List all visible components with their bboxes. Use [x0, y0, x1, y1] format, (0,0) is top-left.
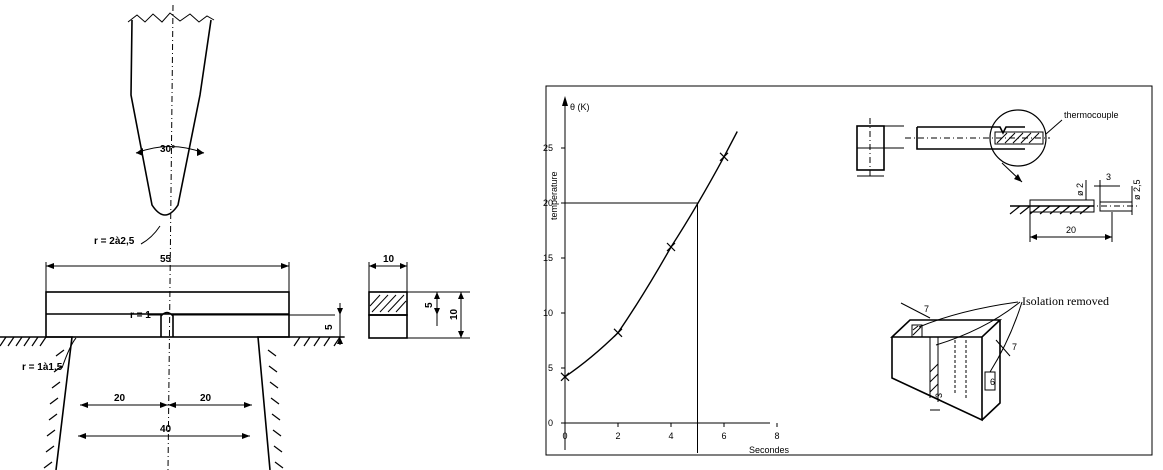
- svg-text:10: 10: [449, 308, 460, 320]
- svg-text:5: 5: [424, 302, 435, 308]
- svg-text:20: 20: [1066, 225, 1076, 235]
- svg-text:ø 2,5: ø 2,5: [1132, 179, 1142, 200]
- cross-section-bottom: [368, 314, 408, 339]
- cross-section-hatch: [369, 294, 407, 313]
- y-ticks: 0 5 10 15 20 25: [543, 143, 565, 428]
- svg-text:6: 6: [990, 377, 995, 387]
- enlarged-detail: ø 2 3 ø 2,5 20: [1009, 172, 1142, 242]
- svg-text:20: 20: [200, 393, 212, 404]
- y-tick-label: 0: [548, 418, 553, 428]
- ground-hatching: [0, 336, 341, 469]
- tip-radius-label: r = 2à2,5: [94, 236, 135, 247]
- x-tick-label: 6: [721, 431, 726, 441]
- impact-tester-drawing: 30° r = 2à2,5 r = 1 5 55: [0, 4, 470, 470]
- svg-text:5: 5: [324, 324, 335, 330]
- svg-text:3: 3: [934, 393, 944, 398]
- data-point: [560, 372, 570, 382]
- striker-body: [130, 19, 212, 216]
- x-axis-label: Secondes: [749, 445, 790, 455]
- y-tick-label: 10: [543, 308, 553, 318]
- isolation-label: Isolation removed: [1022, 294, 1109, 308]
- data-point: [719, 152, 729, 162]
- detail-circle: [989, 109, 1047, 167]
- x-tick-label: 0: [562, 431, 567, 441]
- iso-body: [889, 319, 1003, 422]
- y-tick-label: 20: [543, 198, 553, 208]
- thermocouple-hole: [994, 131, 1044, 145]
- svg-text:10: 10: [383, 254, 395, 265]
- reference-guides: [565, 202, 698, 453]
- svg-text:20: 20: [114, 393, 126, 404]
- striker-centerline: [167, 4, 174, 470]
- ground-left: [0, 336, 73, 470]
- temperature-chart: θ (K) temperature Secondes 0 5 10 15 20 25 0 2…: [543, 96, 790, 455]
- striker-break-line: [127, 12, 215, 23]
- x-ticks: 0 2 4 6 8: [562, 423, 780, 441]
- notch-radius-label: r = 1: [130, 310, 151, 321]
- dim-55-label: 55: [160, 254, 172, 265]
- angle-label: 30°: [160, 144, 175, 155]
- y-tick-label: 25: [543, 143, 553, 153]
- iso-hatch-left: [911, 324, 923, 338]
- svg-text:ø 2: ø 2: [1075, 183, 1085, 196]
- svg-text:7: 7: [1012, 342, 1017, 352]
- tip-radius-leader: [140, 225, 161, 245]
- x-tick-label: 8: [774, 431, 779, 441]
- ground-right: [257, 336, 344, 470]
- y-tick-label: 5: [548, 363, 553, 373]
- x-tick-label: 2: [615, 431, 620, 441]
- thermocouple-label: thermocouple: [1064, 110, 1119, 120]
- series-temperature: [560, 131, 738, 382]
- x-tick-label: 4: [668, 431, 673, 441]
- specimen-side-view: [916, 126, 1025, 150]
- specimen-notch: [160, 311, 174, 337]
- series-line: [564, 131, 738, 378]
- thermocouple-detail: thermocouple: [856, 109, 1119, 183]
- y-tick-label: 15: [543, 253, 553, 263]
- data-point: [613, 328, 623, 338]
- support-radius-label: r = 1à1,5: [22, 362, 63, 373]
- svg-text:3: 3: [1106, 172, 1111, 182]
- svg-text:40: 40: [160, 424, 172, 435]
- isolation-leaders: [918, 301, 1023, 373]
- data-point: [666, 242, 676, 252]
- right-panel-frame: [545, 85, 1153, 456]
- y-axis-label: temperature: [549, 171, 559, 220]
- svg-text:7: 7: [924, 304, 929, 314]
- y-unit-label: θ (K): [570, 102, 590, 112]
- isometric-specimen: 6 Isolation removed 7 7 3: [889, 294, 1109, 422]
